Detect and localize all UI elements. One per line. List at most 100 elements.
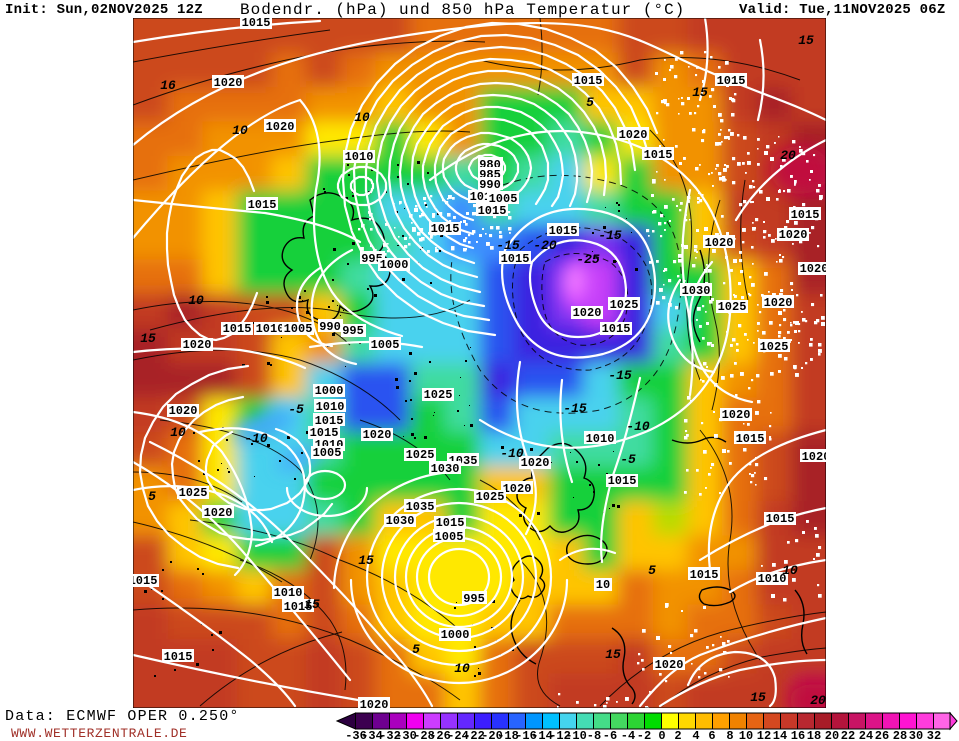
svg-text:8: 8 — [726, 729, 733, 741]
svg-text:1015: 1015 — [164, 650, 193, 664]
svg-text:-12: -12 — [549, 729, 571, 741]
svg-text:6: 6 — [708, 729, 715, 741]
svg-text:15: 15 — [750, 690, 766, 705]
svg-text:1000: 1000 — [315, 384, 344, 398]
svg-text:1025: 1025 — [179, 486, 208, 500]
svg-text:1025: 1025 — [424, 388, 453, 402]
svg-text:0: 0 — [658, 729, 665, 741]
svg-text:18: 18 — [807, 729, 821, 741]
svg-text:-36: -36 — [345, 729, 367, 741]
svg-text:10: 10 — [454, 661, 470, 676]
svg-text:15: 15 — [358, 553, 374, 568]
svg-text:1020: 1020 — [802, 450, 831, 464]
svg-text:2: 2 — [674, 729, 681, 741]
svg-text:-15: -15 — [608, 368, 632, 383]
svg-text:995: 995 — [361, 252, 383, 266]
svg-text:-15: -15 — [496, 238, 520, 253]
svg-text:1010: 1010 — [316, 400, 345, 414]
svg-text:10: 10 — [739, 729, 753, 741]
svg-text:1025: 1025 — [718, 300, 747, 314]
svg-text:990: 990 — [319, 320, 341, 334]
svg-text:1015: 1015 — [478, 204, 507, 218]
svg-text:1015: 1015 — [608, 474, 637, 488]
svg-text:995: 995 — [342, 324, 364, 338]
svg-text:1025: 1025 — [760, 340, 789, 354]
svg-text:995: 995 — [463, 592, 485, 606]
svg-text:1020: 1020 — [764, 296, 793, 310]
svg-text:1010: 1010 — [256, 322, 285, 336]
svg-text:-10: -10 — [626, 419, 650, 434]
svg-text:1005: 1005 — [313, 446, 342, 460]
svg-text:20: 20 — [810, 693, 826, 708]
svg-text:-18: -18 — [497, 729, 519, 741]
svg-text:1030: 1030 — [386, 514, 415, 528]
svg-text:1020: 1020 — [722, 408, 751, 422]
svg-text:-25: -25 — [576, 252, 600, 267]
svg-text:20: 20 — [825, 729, 839, 741]
svg-text:-10: -10 — [565, 729, 587, 741]
svg-text:14: 14 — [773, 729, 787, 741]
svg-text:1015: 1015 — [791, 208, 820, 222]
svg-text:1015: 1015 — [644, 148, 673, 162]
svg-text:-14: -14 — [531, 729, 553, 741]
svg-text:20: 20 — [780, 148, 796, 163]
svg-text:28: 28 — [893, 729, 907, 741]
svg-text:1020: 1020 — [655, 658, 684, 672]
svg-text:5: 5 — [148, 489, 156, 504]
svg-text:15: 15 — [304, 597, 320, 612]
svg-text:26: 26 — [875, 729, 889, 741]
svg-text:1005: 1005 — [284, 322, 313, 336]
svg-text:12: 12 — [757, 729, 771, 741]
svg-text:-32: -32 — [379, 729, 401, 741]
svg-text:1015: 1015 — [310, 426, 339, 440]
svg-text:1000: 1000 — [380, 258, 409, 272]
svg-text:1015: 1015 — [284, 600, 313, 614]
svg-text:30: 30 — [909, 729, 923, 741]
svg-text:1005: 1005 — [489, 192, 518, 206]
svg-text:1020: 1020 — [619, 128, 648, 142]
svg-text:-2: -2 — [637, 729, 651, 741]
svg-text:4: 4 — [692, 729, 699, 741]
svg-text:1015: 1015 — [315, 414, 344, 428]
svg-text:1020: 1020 — [573, 306, 602, 320]
svg-text:1015: 1015 — [717, 74, 746, 88]
svg-text:5: 5 — [586, 95, 594, 110]
svg-text:-8: -8 — [587, 729, 601, 741]
svg-text:1020: 1020 — [521, 456, 550, 470]
svg-text:1010: 1010 — [345, 150, 374, 164]
svg-text:10: 10 — [596, 578, 610, 592]
svg-text:32: 32 — [927, 729, 941, 741]
svg-text:1025: 1025 — [476, 490, 505, 504]
svg-text:1015: 1015 — [549, 224, 578, 238]
svg-text:-5: -5 — [620, 452, 636, 467]
svg-text:5: 5 — [648, 563, 656, 578]
svg-text:1020: 1020 — [204, 506, 233, 520]
svg-text:-10: -10 — [244, 431, 268, 446]
svg-text:1010: 1010 — [586, 432, 615, 446]
svg-text:1015: 1015 — [436, 516, 465, 530]
svg-text:24: 24 — [859, 729, 873, 741]
svg-text:15: 15 — [605, 647, 621, 662]
svg-text:10: 10 — [782, 563, 798, 578]
svg-text:1030: 1030 — [682, 284, 711, 298]
svg-text:-16: -16 — [515, 729, 537, 741]
svg-text:-10: -10 — [500, 446, 524, 461]
svg-text:1015: 1015 — [242, 16, 271, 30]
svg-text:-34: -34 — [361, 729, 383, 741]
svg-text:1020: 1020 — [169, 404, 198, 418]
svg-text:-28: -28 — [413, 729, 435, 741]
svg-text:1010: 1010 — [274, 586, 303, 600]
svg-text:10: 10 — [354, 110, 370, 125]
svg-text:1025: 1025 — [610, 298, 639, 312]
svg-text:15: 15 — [692, 85, 708, 100]
svg-text:-24: -24 — [447, 729, 469, 741]
svg-text:1035: 1035 — [406, 500, 435, 514]
svg-text:-15: -15 — [563, 401, 587, 416]
svg-text:1020: 1020 — [360, 698, 389, 712]
svg-text:1015: 1015 — [248, 198, 277, 212]
svg-text:-20: -20 — [533, 238, 557, 253]
svg-text:-20: -20 — [481, 729, 503, 741]
svg-text:16: 16 — [160, 78, 176, 93]
svg-text:1020: 1020 — [363, 428, 392, 442]
svg-text:1020: 1020 — [183, 338, 212, 352]
